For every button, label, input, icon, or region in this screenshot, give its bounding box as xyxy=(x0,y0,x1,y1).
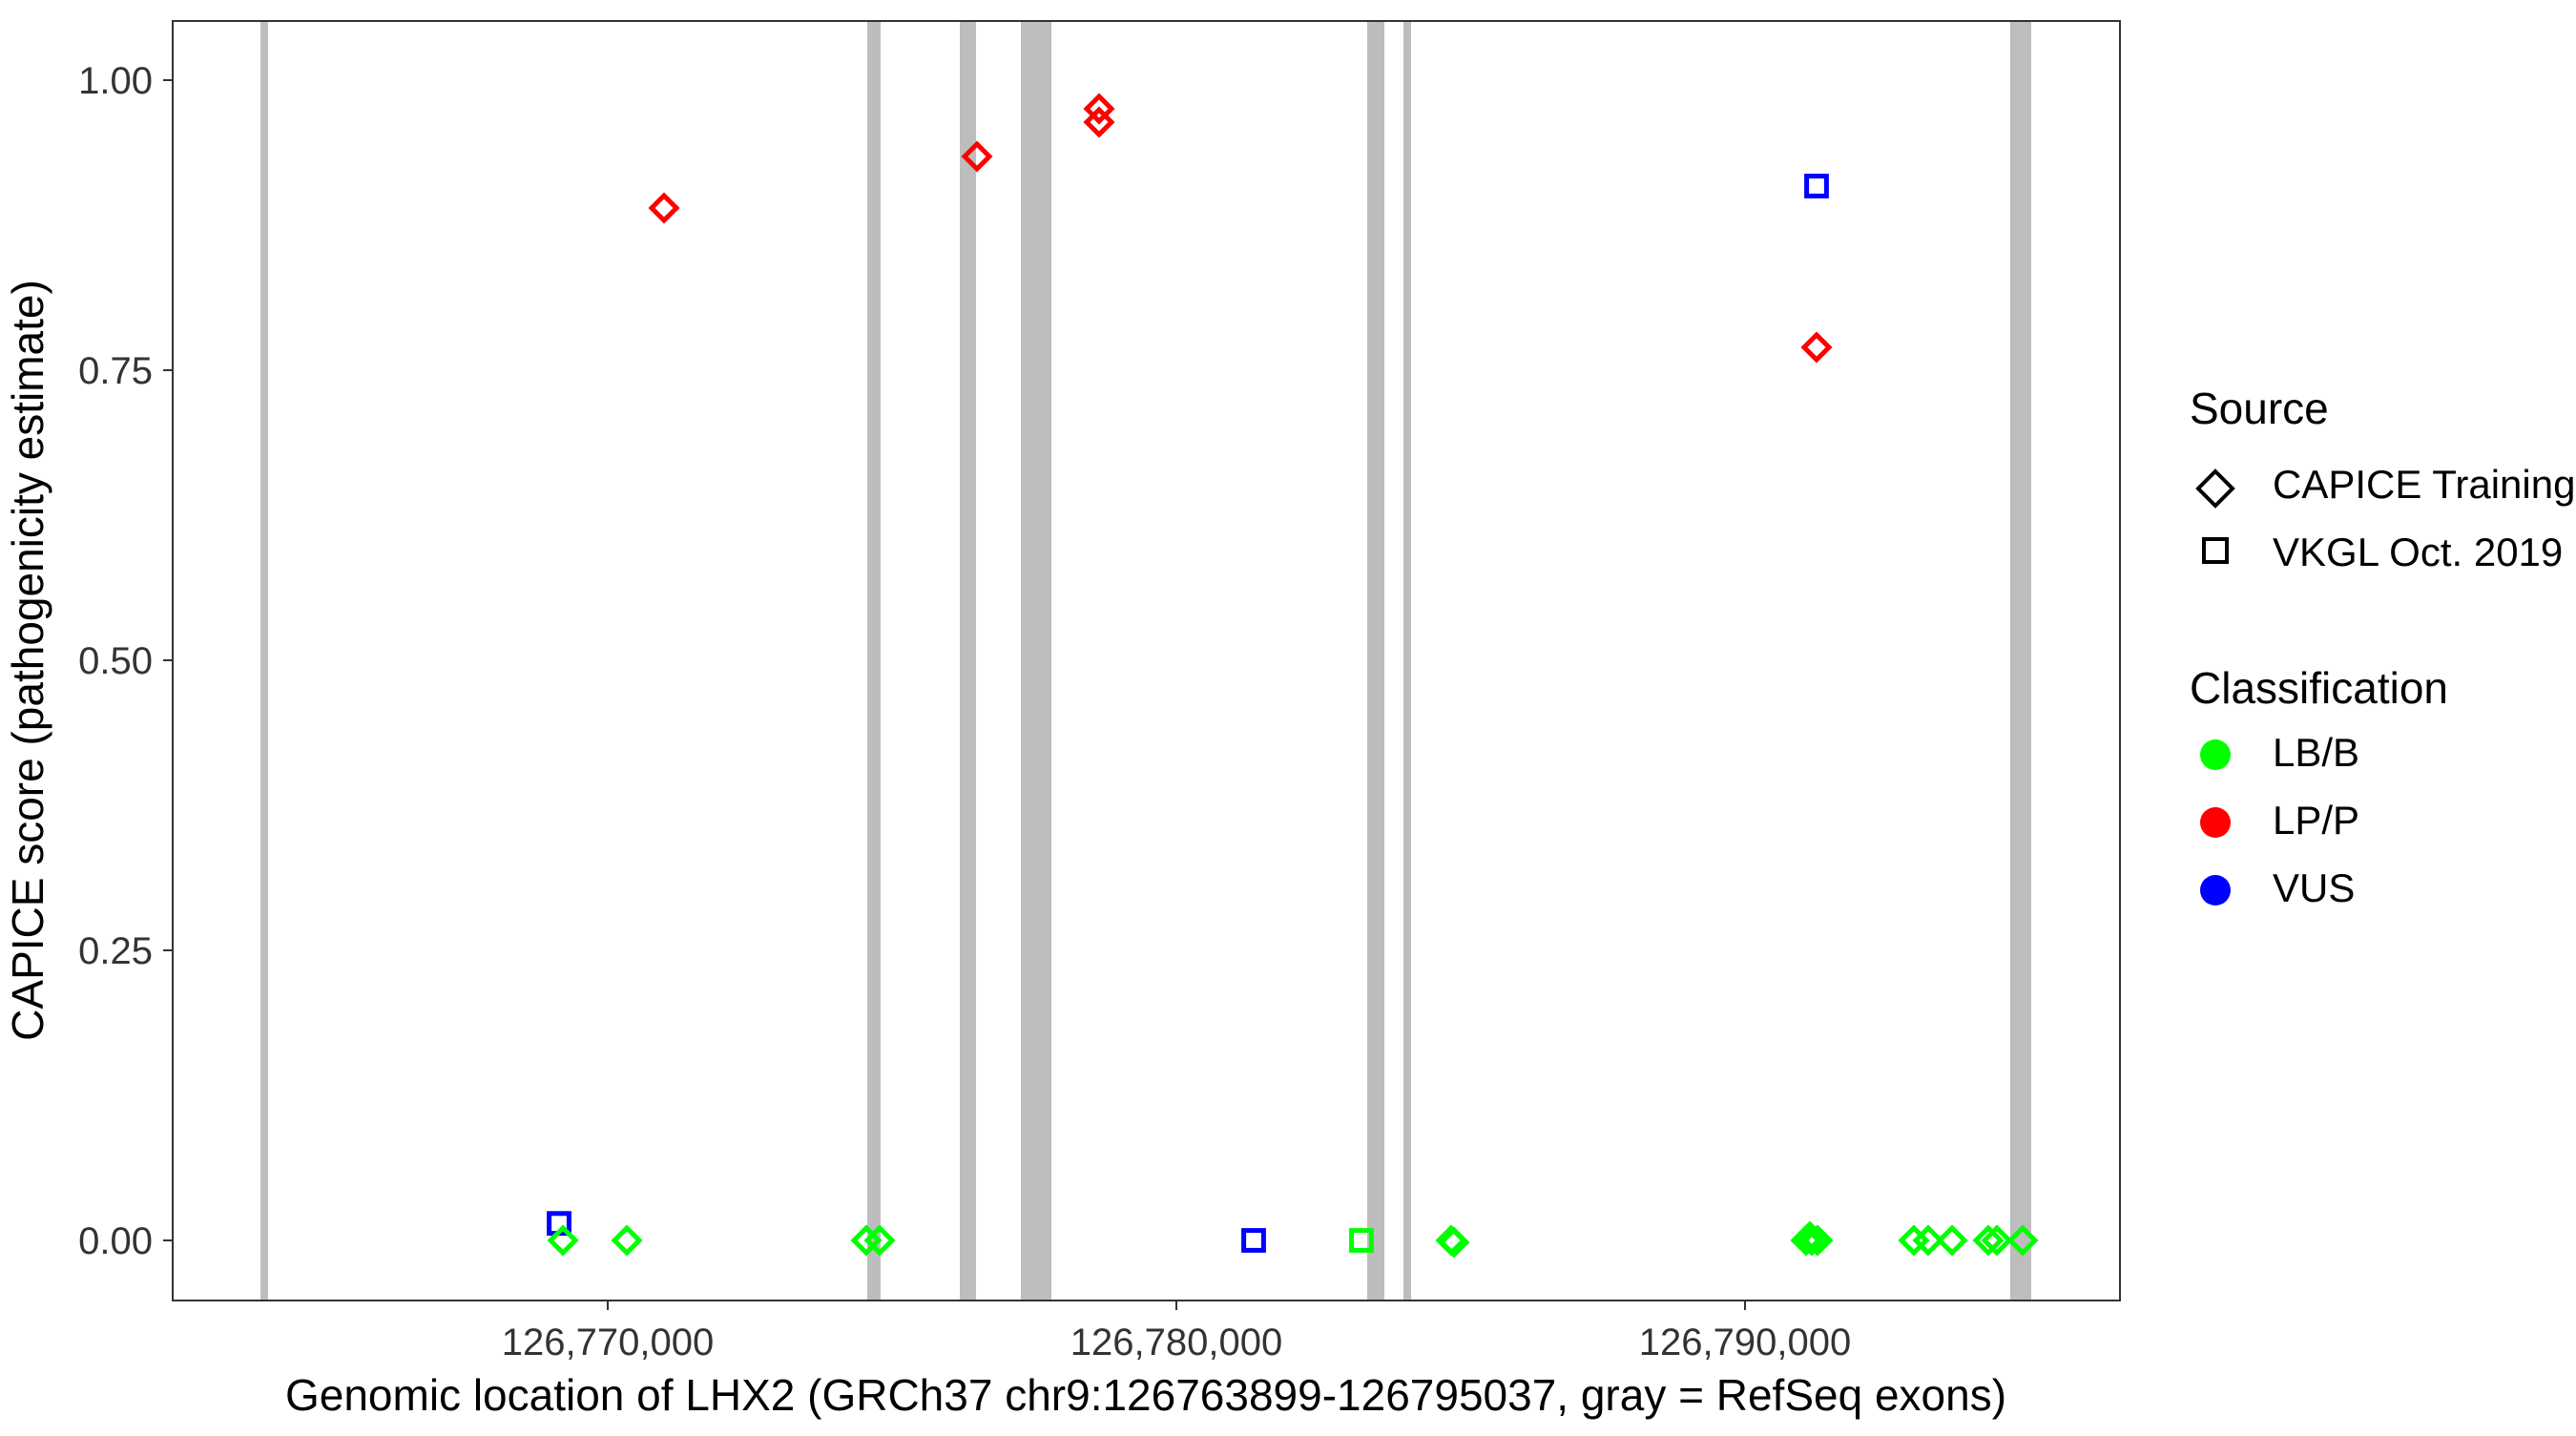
svg-text:VKGL Oct. 2019: VKGL Oct. 2019 xyxy=(2273,530,2563,574)
svg-text:0.00: 0.00 xyxy=(78,1220,153,1262)
svg-text:LP/P: LP/P xyxy=(2273,798,2359,843)
svg-text:1.00: 1.00 xyxy=(78,60,153,102)
svg-text:0.75: 0.75 xyxy=(78,350,153,392)
svg-text:126,780,000: 126,780,000 xyxy=(1070,1322,1282,1363)
svg-text:0.50: 0.50 xyxy=(78,640,153,682)
svg-text:0.25: 0.25 xyxy=(78,930,153,972)
svg-text:126,770,000: 126,770,000 xyxy=(502,1322,714,1363)
svg-text:VUS: VUS xyxy=(2273,865,2355,910)
svg-text:Classification: Classification xyxy=(2190,663,2448,713)
svg-text:CAPICE Training: CAPICE Training xyxy=(2273,462,2575,507)
svg-text:126,790,000: 126,790,000 xyxy=(1639,1322,1851,1363)
svg-text:Genomic location of LHX2 (GRCh: Genomic location of LHX2 (GRCh37 chr9:12… xyxy=(285,1370,2006,1420)
svg-text:CAPICE score (pathogenicity es: CAPICE score (pathogenicity estimate) xyxy=(3,280,52,1041)
svg-text:Source: Source xyxy=(2190,384,2329,433)
svg-text:LB/B: LB/B xyxy=(2273,730,2359,775)
